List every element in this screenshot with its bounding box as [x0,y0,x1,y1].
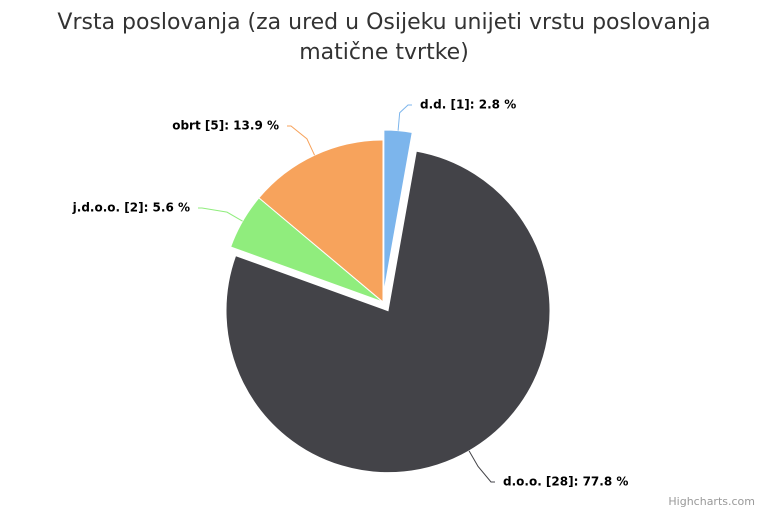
pie-slice [258,139,384,304]
pie-slice [383,129,413,293]
data-label: obrt [5]: 13.9 % [172,119,279,133]
label-connector [397,104,412,131]
label-connector [287,125,316,156]
chart-title: Vrsta poslovanja (za ured u Osijeku unij… [57,10,711,65]
label-connector [198,207,243,222]
data-label: d.o.o. [28]: 77.8 % [503,475,628,489]
credits[interactable]: Highcharts.com [668,495,755,508]
label-connector [468,450,495,483]
data-label: j.d.o.o. [2]: 5.6 % [72,201,190,215]
data-label: d.d. [1]: 2.8 % [420,98,516,112]
pie-slice [225,150,551,474]
